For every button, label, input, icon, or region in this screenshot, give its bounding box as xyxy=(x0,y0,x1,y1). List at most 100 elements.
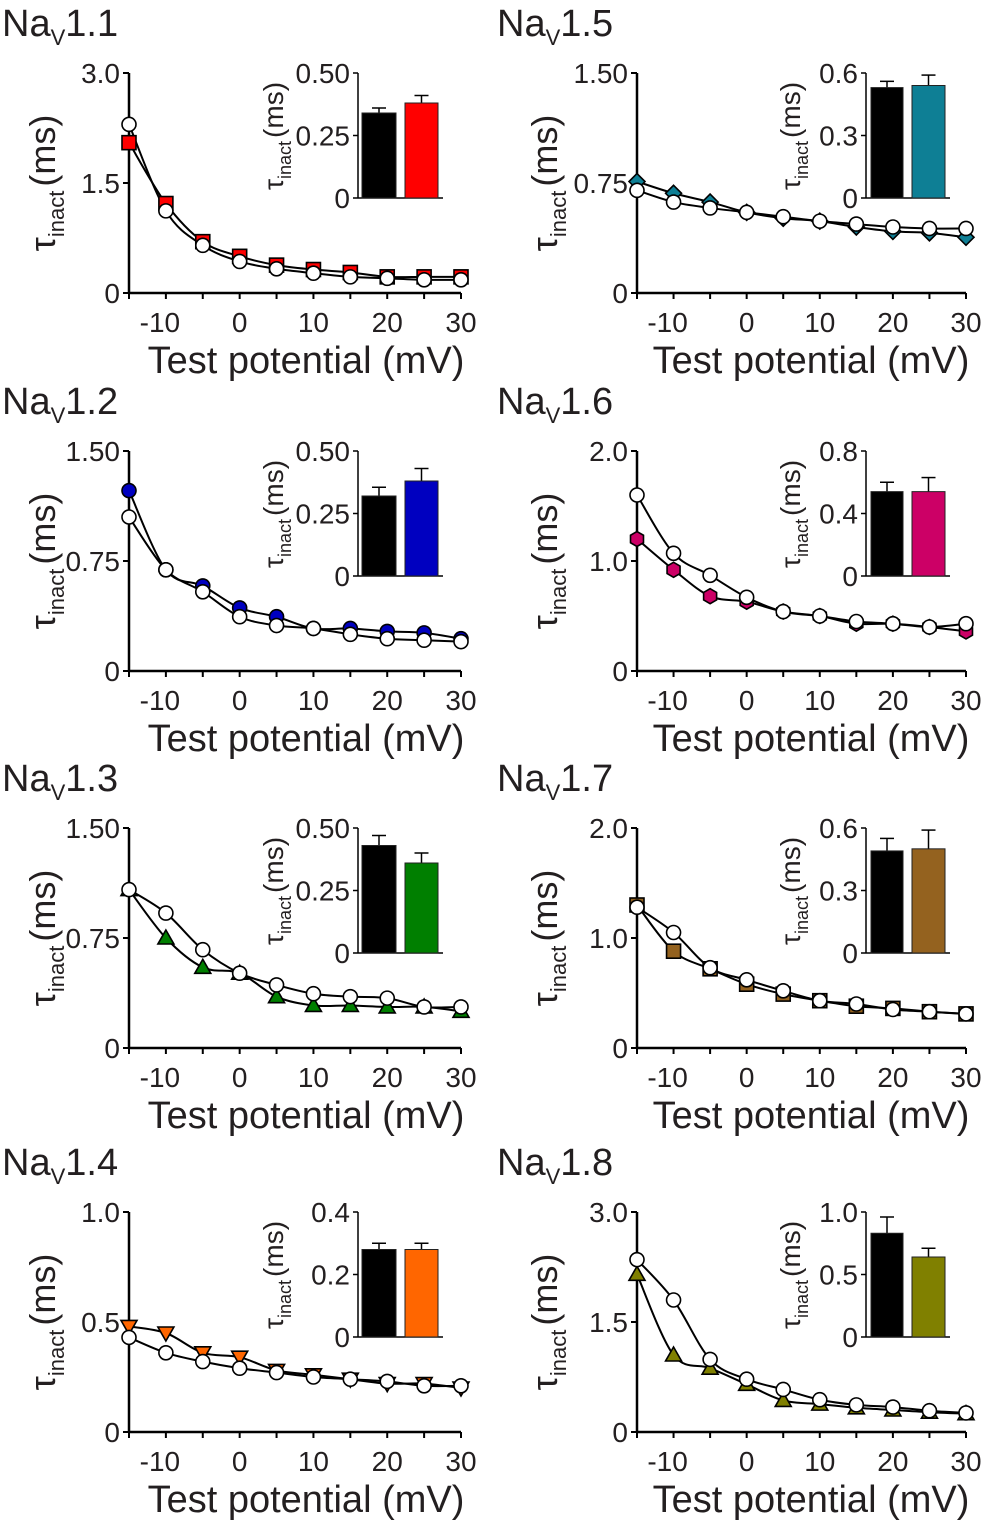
title-subscript: V xyxy=(546,403,561,428)
control-point xyxy=(811,1391,828,1408)
drug-point xyxy=(267,987,286,1004)
x-tick-label: 0 xyxy=(232,1446,248,1477)
x-tick-label: 30 xyxy=(445,685,476,716)
control-point xyxy=(379,630,396,647)
control-fit-curve xyxy=(128,516,462,643)
control-fit-curve xyxy=(128,1336,462,1388)
ylabel-tau: τ xyxy=(775,557,806,568)
control-point xyxy=(811,213,828,229)
control-point xyxy=(848,216,865,232)
y-tick-label: 2.0 xyxy=(589,813,628,844)
y-tick-label: 0 xyxy=(104,1033,120,1064)
y-tick-label: 0.75 xyxy=(66,923,121,954)
panel-title: NaV1.7 xyxy=(497,758,613,805)
y-tick-label: 1.0 xyxy=(589,546,628,577)
title-subscript: V xyxy=(51,780,66,805)
control-point xyxy=(158,905,174,921)
control-point xyxy=(231,253,248,270)
control-point xyxy=(453,999,469,1015)
y-tick-label: 0 xyxy=(104,1417,120,1448)
control-point xyxy=(453,633,469,650)
control-point xyxy=(416,271,432,288)
ylabel-subscript: inact xyxy=(44,1330,69,1376)
ylabel-tau: τ xyxy=(775,1318,806,1329)
y-tick-label: 0.5 xyxy=(81,1307,120,1338)
control-point xyxy=(848,996,865,1012)
control-point xyxy=(921,1003,938,1020)
inset-y-tick-label: 0.3 xyxy=(819,876,858,907)
drug-point xyxy=(156,928,176,945)
title-main: Na xyxy=(2,381,51,423)
control-point xyxy=(416,632,432,649)
control-point xyxy=(775,603,792,620)
control-point xyxy=(665,194,682,210)
control-bar xyxy=(870,1232,904,1338)
ylabel-tau: τ xyxy=(524,237,565,251)
drug-point xyxy=(193,957,213,975)
x-tick-label: 10 xyxy=(298,1062,329,1093)
y-axis-label: τinact (ms) xyxy=(524,115,571,252)
x-tick-label: 20 xyxy=(877,685,908,716)
x-tick-label: 10 xyxy=(298,685,329,716)
control-point xyxy=(775,1381,792,1398)
y-axis-label: τinact (ms) xyxy=(524,1254,571,1391)
drug-bar xyxy=(911,1256,946,1338)
y-axis-label: τinact (ms) xyxy=(524,870,571,1007)
title-subscript: V xyxy=(546,25,561,50)
inset-bar-chart: τinact (ms) 0 0.2 0.4 xyxy=(258,1197,443,1353)
panel-title: NaV1.4 xyxy=(2,1142,118,1189)
y-axis-label: τinact (ms) xyxy=(22,493,69,630)
control-point xyxy=(885,1001,901,1018)
inset-y-tick-label: 0.3 xyxy=(819,121,858,152)
ylabel-tau: τ xyxy=(524,1376,565,1390)
inset-y-tick-label: 0 xyxy=(334,183,350,214)
ylabel-subscript: inact xyxy=(792,519,812,557)
inset-bar-chart: τinact (ms) 0 0.3 0.6 xyxy=(775,813,950,969)
title-main: Na xyxy=(2,758,51,800)
title-number: 1.6 xyxy=(560,381,613,423)
x-tick-label: 20 xyxy=(877,1446,908,1477)
control-point xyxy=(958,1006,974,1022)
drug-bar xyxy=(911,848,946,954)
x-tick-label: 30 xyxy=(445,1446,476,1477)
inset-y-tick-label: 0 xyxy=(842,938,858,969)
control-series xyxy=(121,116,469,288)
y-tick-label: 1.5 xyxy=(81,168,120,199)
drug-bar xyxy=(404,1249,439,1338)
x-tick-label: 20 xyxy=(372,307,403,338)
ylabel-unit: (ms) xyxy=(775,1221,806,1277)
control-fit-curve xyxy=(636,1258,967,1414)
ylabel-unit: (ms) xyxy=(775,837,806,893)
ylabel-unit: (ms) xyxy=(258,837,289,893)
ylabel-tau: τ xyxy=(22,992,63,1006)
control-point xyxy=(121,1329,137,1346)
control-fit-curve xyxy=(128,123,462,281)
drug-bar xyxy=(404,480,439,577)
control-point xyxy=(231,965,248,981)
x-tick-label: 10 xyxy=(804,1446,835,1477)
x-tick-label: 10 xyxy=(298,307,329,338)
drug-point xyxy=(230,1350,250,1367)
inset-y-axis-label: τinact (ms) xyxy=(258,1221,295,1329)
x-tick-label: 30 xyxy=(950,1062,981,1093)
control-point xyxy=(158,203,174,219)
x-tick-label: -10 xyxy=(140,1062,180,1093)
ylabel-unit: (ms) xyxy=(524,115,565,187)
control-point xyxy=(738,972,755,988)
control-point xyxy=(379,270,396,287)
control-point xyxy=(738,204,755,221)
x-tick-label: -10 xyxy=(140,1446,180,1477)
y-tick-label: 0 xyxy=(612,1033,628,1064)
drug-point xyxy=(119,1319,139,1337)
x-tick-label: 30 xyxy=(445,1062,476,1093)
title-main: Na xyxy=(497,758,546,800)
control-point xyxy=(665,545,682,562)
control-series xyxy=(121,509,469,650)
control-series xyxy=(121,881,469,1015)
inset-y-axis-label: τinact (ms) xyxy=(775,837,812,945)
inset-bar-chart: τinact (ms) 0 0.5 1.0 xyxy=(775,1197,950,1353)
control-point xyxy=(848,613,865,630)
ylabel-tau: τ xyxy=(22,1376,63,1390)
